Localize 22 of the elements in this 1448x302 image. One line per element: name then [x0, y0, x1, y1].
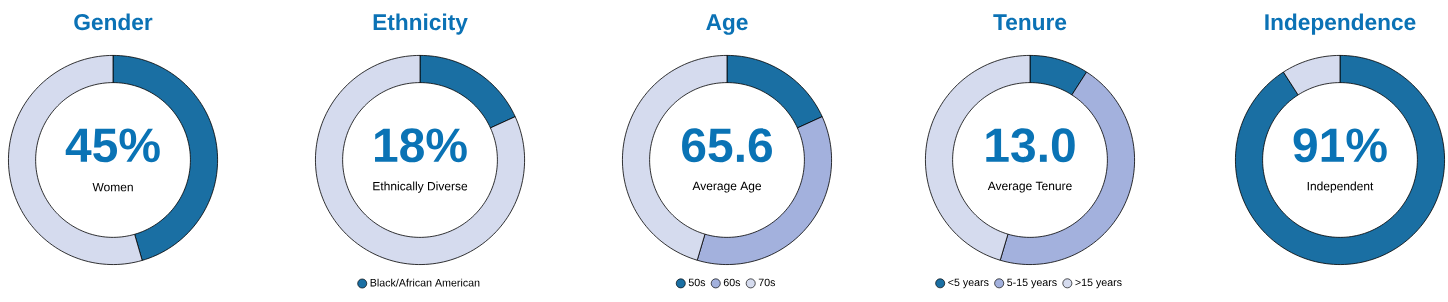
- text: 91%: [1293, 128, 1387, 163]
- text: 65.6: [682, 128, 772, 163]
- legend-label: 5-15 years: [1007, 278, 1057, 289]
- legend-label: 60s: [723, 278, 741, 287]
- legend-label: 50s: [688, 278, 706, 287]
- text: 13.0: [986, 128, 1075, 163]
- legend-label: Black/African American: [370, 278, 480, 287]
- legend-label: 70s: [758, 278, 776, 287]
- legend-label: <5 years: [948, 278, 989, 289]
- chart-title: Gender: [74, 13, 153, 31]
- chart-title: Age: [706, 14, 748, 35]
- legend-label: >15 years: [1075, 278, 1122, 289]
- chart-title: Tenure: [993, 14, 1067, 31]
- text: Independent: [1307, 181, 1374, 193]
- text: Women: [92, 182, 133, 192]
- text: Average Age: [692, 181, 762, 193]
- chart-title: Ethnicity: [373, 13, 468, 35]
- text: Average Tenure: [987, 181, 1072, 193]
- text: 18%: [375, 128, 467, 163]
- text: Ethnically Diverse: [373, 181, 468, 193]
- text: 45%: [65, 128, 160, 163]
- chart-title: Independence: [1265, 13, 1416, 35]
